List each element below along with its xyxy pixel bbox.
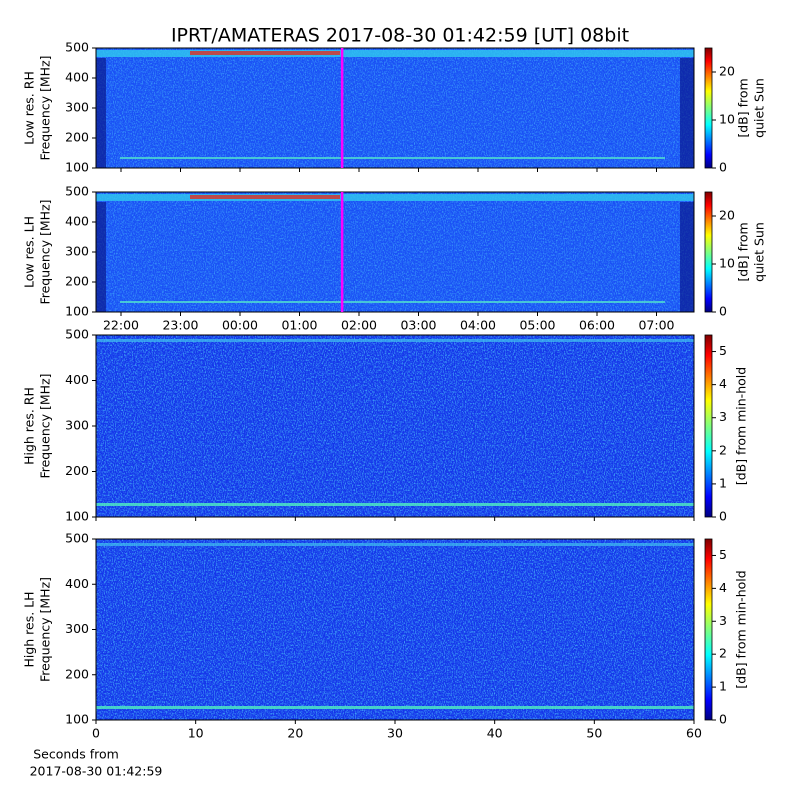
colorbar-label: quiet Sun (752, 222, 767, 282)
x-tick-label: 00:00 (222, 318, 258, 333)
colorbar-tick-label: 10 (719, 256, 735, 271)
x-tick-label: 50 (586, 726, 602, 741)
band (680, 202, 694, 312)
colorbar-tick-label: 5 (719, 343, 727, 358)
colorbar-tick-label: 4 (719, 580, 727, 595)
colorbar-tick-label: 2 (719, 442, 727, 457)
y-axis-label: Low res. RH (22, 71, 37, 145)
colorbar-label: [dB] from min-hold (734, 367, 749, 485)
y-tick-label: 200 (65, 274, 89, 289)
x-tick-label: 40 (487, 726, 503, 741)
band (120, 301, 665, 303)
x-tick-label: 60 (686, 726, 702, 741)
colorbar-tick-label: 10 (719, 112, 735, 127)
x-tick-label: 10 (188, 726, 204, 741)
band (96, 339, 694, 342)
y-tick-label: 400 (65, 372, 89, 387)
colorbar-label: quiet Sun (752, 78, 767, 138)
colorbar-label: [dB] from min-hold (734, 570, 749, 688)
band (120, 157, 665, 159)
y-axis-label: Frequency [MHz] (38, 577, 53, 682)
figure-title: IPRT/AMATERAS 2017-08-30 01:42:59 [UT] 0… (171, 25, 629, 47)
y-tick-label: 100 (65, 304, 89, 319)
colorbar (704, 538, 713, 721)
y-tick-label: 400 (65, 70, 89, 85)
y-tick-label: 100 (65, 509, 89, 524)
y-axis-label: Frequency [MHz] (38, 199, 53, 304)
band (96, 58, 106, 168)
spectrogram-noise (96, 48, 694, 168)
y-axis-label: High res. LH (22, 591, 37, 667)
y-tick-label: 200 (65, 130, 89, 145)
colorbar-label: [dB] from (736, 78, 751, 137)
band (96, 50, 694, 57)
y-tick-label: 100 (65, 160, 89, 175)
band (96, 706, 694, 709)
y-axis-label: Frequency [MHz] (38, 55, 53, 160)
colorbar-tick-label: 20 (719, 64, 735, 79)
x-tick-label: 02:00 (341, 318, 377, 333)
spectrogram-noise (96, 539, 694, 720)
y-axis-label: Frequency [MHz] (38, 373, 53, 478)
colorbar-tick-label: 0 (719, 304, 727, 319)
band (96, 503, 694, 506)
y-axis-label: Low res. LH (22, 216, 37, 288)
x-tick-label: 07:00 (638, 318, 674, 333)
colorbar (704, 191, 713, 313)
colorbar (704, 47, 713, 169)
x-tick-label: 05:00 (519, 318, 555, 333)
colorbar-tick-label: 1 (719, 679, 727, 694)
colorbar-tick-label: 0 (719, 509, 727, 524)
colorbar-tick-label: 0 (719, 712, 727, 727)
colorbar-tick-label: 3 (719, 613, 727, 628)
y-tick-label: 200 (65, 463, 89, 478)
x-tick-label: 23:00 (162, 318, 198, 333)
y-tick-label: 300 (65, 244, 89, 259)
x-tick-label: 01:00 (281, 318, 317, 333)
x-tick-label: 22:00 (103, 318, 139, 333)
colorbar-tick-label: 2 (719, 646, 727, 661)
x-tick-label: 04:00 (460, 318, 496, 333)
colorbar-tick-label: 4 (719, 376, 727, 391)
x-tick-label: 20 (287, 726, 303, 741)
x-tick-label: 0 (92, 726, 100, 741)
y-tick-label: 300 (65, 100, 89, 115)
colorbar (704, 334, 713, 518)
y-axis-label: High res. RH (22, 387, 37, 465)
y-tick-label: 300 (65, 621, 89, 636)
colorbar-tick-label: 5 (719, 547, 727, 562)
colorbar-tick-label: 20 (719, 208, 735, 223)
y-tick-label: 400 (65, 576, 89, 591)
band (190, 51, 340, 55)
band (96, 194, 694, 201)
y-tick-label: 400 (65, 214, 89, 229)
y-tick-label: 500 (65, 531, 89, 546)
y-tick-label: 200 (65, 666, 89, 681)
x-axis-label: 2017-08-30 01:42:59 (30, 764, 163, 779)
y-tick-label: 500 (65, 40, 89, 55)
colorbar-label: [dB] from (736, 222, 751, 281)
band (680, 58, 694, 168)
x-axis-label: Seconds from (33, 747, 119, 762)
colorbar-tick-label: 1 (719, 475, 727, 490)
band (96, 202, 106, 312)
band (96, 543, 694, 546)
y-tick-label: 100 (65, 712, 89, 727)
x-tick-label: 03:00 (400, 318, 436, 333)
y-tick-label: 500 (65, 327, 89, 342)
band (190, 195, 340, 199)
y-tick-label: 500 (65, 184, 89, 199)
x-tick-label: 06:00 (579, 318, 615, 333)
y-tick-label: 300 (65, 418, 89, 433)
colorbar-tick-label: 0 (719, 160, 727, 175)
x-tick-label: 30 (387, 726, 403, 741)
spectrogram-noise (96, 192, 694, 312)
colorbar-tick-label: 3 (719, 409, 727, 424)
spectrogram-noise (96, 335, 694, 517)
